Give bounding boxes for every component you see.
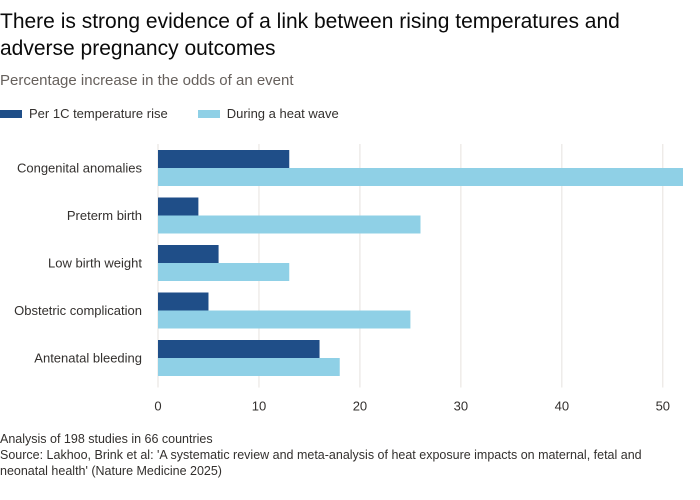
bar-per-1c xyxy=(158,245,219,263)
bar-chart: Congenital anomalies Preterm birth Low bir… xyxy=(14,144,683,414)
x-tick-label: 0 xyxy=(154,399,161,414)
bar-heat-wave xyxy=(158,358,340,376)
bar-heat-wave xyxy=(158,168,683,186)
category-label: Antenatal bleeding xyxy=(34,351,142,366)
category-label: Obstetric complication xyxy=(14,303,142,318)
bar-per-1c xyxy=(158,292,209,311)
bar-per-1c xyxy=(158,150,290,168)
chart-subtitle: Percentage increase in the odds of an ev… xyxy=(0,72,294,89)
legend-item-series2: During a heat wave xyxy=(197,106,339,121)
legend-label-series1: Per 1C temperature rise xyxy=(29,106,168,121)
chart-title: There is strong evidence of a link betwe… xyxy=(0,10,620,60)
bar-heat-wave xyxy=(158,263,290,281)
bar-heat-wave xyxy=(158,310,411,329)
footnote-analysis: Analysis of 198 studies in 66 countries xyxy=(0,432,213,446)
legend-item-series1: Per 1C temperature rise xyxy=(0,106,168,121)
footnote: Analysis of 198 studies in 66 countries … xyxy=(0,431,690,479)
x-tick-label: 30 xyxy=(454,399,468,414)
category-label: Congenital anomalies xyxy=(17,161,143,176)
legend-swatch-series2 xyxy=(197,109,220,118)
footnote-source: Source: Lakhoo, Brink et al: 'A systemat… xyxy=(0,448,642,478)
bar-per-1c xyxy=(158,340,320,358)
x-tick-label: 10 xyxy=(252,399,266,414)
x-tick-label: 50 xyxy=(656,399,670,414)
legend-label-series2: During a heat wave xyxy=(226,106,339,121)
bar-heat-wave xyxy=(158,215,421,234)
x-tick-label: 40 xyxy=(555,399,569,414)
bar-per-1c xyxy=(158,197,199,216)
category-label: Low birth weight xyxy=(48,256,142,271)
legend: Per 1C temperature rise During a heat wa… xyxy=(0,106,369,121)
category-label: Preterm birth xyxy=(67,208,142,223)
legend-swatch-series1 xyxy=(0,109,22,118)
x-tick-label: 20 xyxy=(353,399,367,414)
